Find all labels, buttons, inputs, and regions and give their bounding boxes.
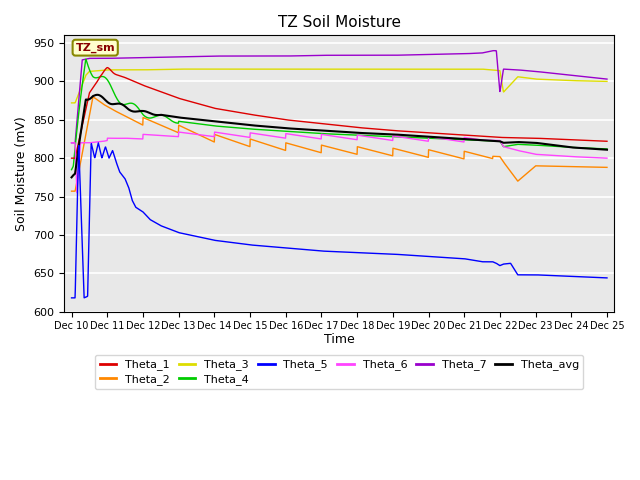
- X-axis label: Time: Time: [324, 333, 355, 346]
- Legend: Theta_1, Theta_2, Theta_3, Theta_4, Theta_5, Theta_6, Theta_7, Theta_avg: Theta_1, Theta_2, Theta_3, Theta_4, Thet…: [95, 355, 584, 389]
- Y-axis label: Soil Moisture (mV): Soil Moisture (mV): [15, 116, 28, 231]
- Title: TZ Soil Moisture: TZ Soil Moisture: [278, 15, 401, 30]
- Text: TZ_sm: TZ_sm: [76, 43, 115, 53]
